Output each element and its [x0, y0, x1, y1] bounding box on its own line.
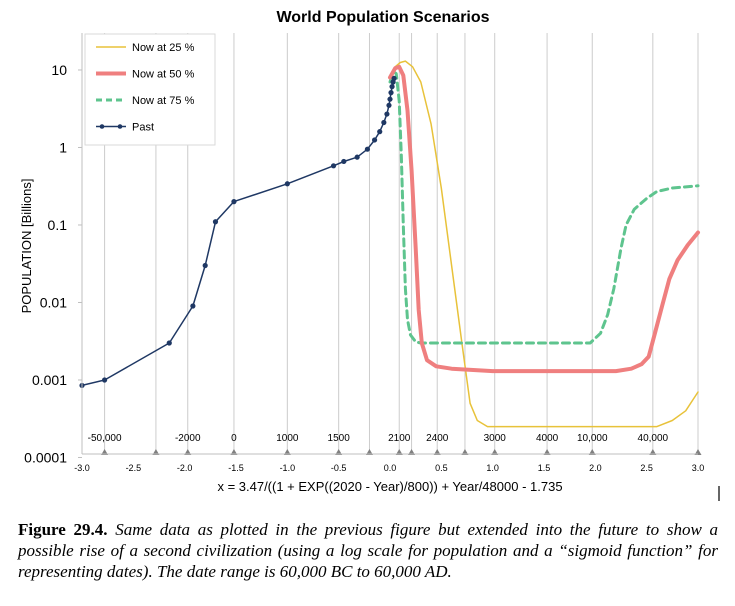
legend-label: Past	[132, 122, 154, 134]
series-line-now-at-50-	[388, 64, 700, 374]
year-label: 40,000	[638, 433, 669, 444]
past-data-point	[391, 75, 397, 81]
x-tick-label: 1.0	[486, 463, 499, 473]
x-tick-label: 1.5	[538, 463, 551, 473]
year-label: 1500	[328, 433, 351, 444]
legend-label: Now at 75 %	[132, 95, 195, 107]
past-data-point	[166, 340, 172, 346]
y-tick-label: 0.001	[32, 372, 67, 388]
x-tick-label: -2.5	[126, 463, 142, 473]
past-data-point	[387, 96, 393, 102]
x-tick-label: 0.0	[384, 463, 397, 473]
past-data-point	[202, 262, 208, 269]
y-axis-label: POPULATION [Billions]	[19, 179, 34, 314]
y-tick-label: 1	[59, 139, 67, 155]
past-data-point	[388, 90, 394, 96]
x-tick-labels: -3.0 -2.5 -2.0 -1.5 -1.0 -0.5 0.0 0.5 1.0 1.5 2.0 2…	[74, 463, 704, 473]
y-tick-labels: 0.0001 0.001 0.01 0.1 1 10	[24, 62, 67, 466]
chart: World Population Scenarios 0.00010.0010.…	[19, 9, 720, 501]
past-data-point	[372, 137, 378, 143]
legend-label: Now at 25 %	[132, 42, 195, 54]
past-data-point	[231, 199, 237, 205]
past-data-point	[364, 146, 371, 152]
y-tick-label: 0.0001	[24, 449, 67, 465]
legend: Now at 25 % Now at 50 % Now at 75 % Past	[84, 33, 216, 146]
axes	[78, 33, 698, 458]
y-tick-label: 10	[51, 62, 67, 78]
year-label: -2000	[175, 433, 201, 444]
year-label: 2100	[388, 433, 411, 444]
year-label: 3000	[484, 433, 507, 444]
series-line-now-at-25-	[389, 60, 699, 428]
year-marker-labels: -50,000 -2000 0 1000 1500 2100 2400 3000 4000 10,…	[88, 433, 669, 444]
x-tick-label: -3.0	[74, 463, 90, 473]
caption-text: Same data as plotted in the previous fig…	[18, 520, 718, 581]
grid-lines	[101, 33, 702, 455]
year-label: 0	[231, 433, 237, 444]
x-tick-label: 2.0	[589, 463, 602, 473]
x-tick-label: 2.5	[640, 463, 653, 473]
series-lines	[79, 60, 700, 428]
legend-marker	[117, 124, 123, 129]
y-tick-label: 0.01	[40, 294, 67, 310]
past-data-point	[284, 181, 290, 187]
series-line-now-at-75-	[388, 70, 700, 345]
past-data-point	[341, 158, 347, 165]
legend-marker	[99, 124, 105, 129]
series-line-past	[81, 77, 395, 387]
past-data-point	[384, 111, 390, 117]
past-data-point	[190, 303, 196, 309]
x-tick-label: -2.0	[177, 463, 193, 473]
x-tick-label: -1.0	[280, 463, 296, 473]
figure-caption: Figure 29.4. Same data as plotted in the…	[18, 519, 718, 582]
caption-figure-label: Figure 29.4.	[18, 520, 108, 539]
year-label: 4000	[536, 433, 559, 444]
x-tick-label: -1.5	[228, 463, 244, 473]
past-data-point	[212, 219, 219, 225]
past-data-point	[354, 154, 360, 160]
year-label: 10,000	[577, 433, 608, 444]
past-data-point	[377, 129, 383, 135]
year-label: -50,000	[88, 433, 122, 444]
past-data-point	[389, 84, 395, 90]
x-axis-label: x = 3.47/((1 + EXP((2020 - Year)/800)) +…	[217, 479, 562, 494]
x-tick-label: 3.0	[692, 463, 705, 473]
past-data-point	[381, 119, 387, 126]
year-label: 2400	[426, 433, 449, 444]
past-data-point	[330, 163, 337, 169]
past-data-point	[101, 377, 108, 383]
legend-label: Now at 50 %	[132, 69, 195, 81]
x-tick-label: 0.5	[435, 463, 448, 473]
x-tick-label: -0.5	[331, 463, 347, 473]
past-data-point	[386, 102, 392, 108]
chart-title: World Population Scenarios	[276, 9, 489, 26]
year-label: 1000	[276, 433, 299, 444]
y-tick-label: 0.1	[48, 217, 68, 233]
